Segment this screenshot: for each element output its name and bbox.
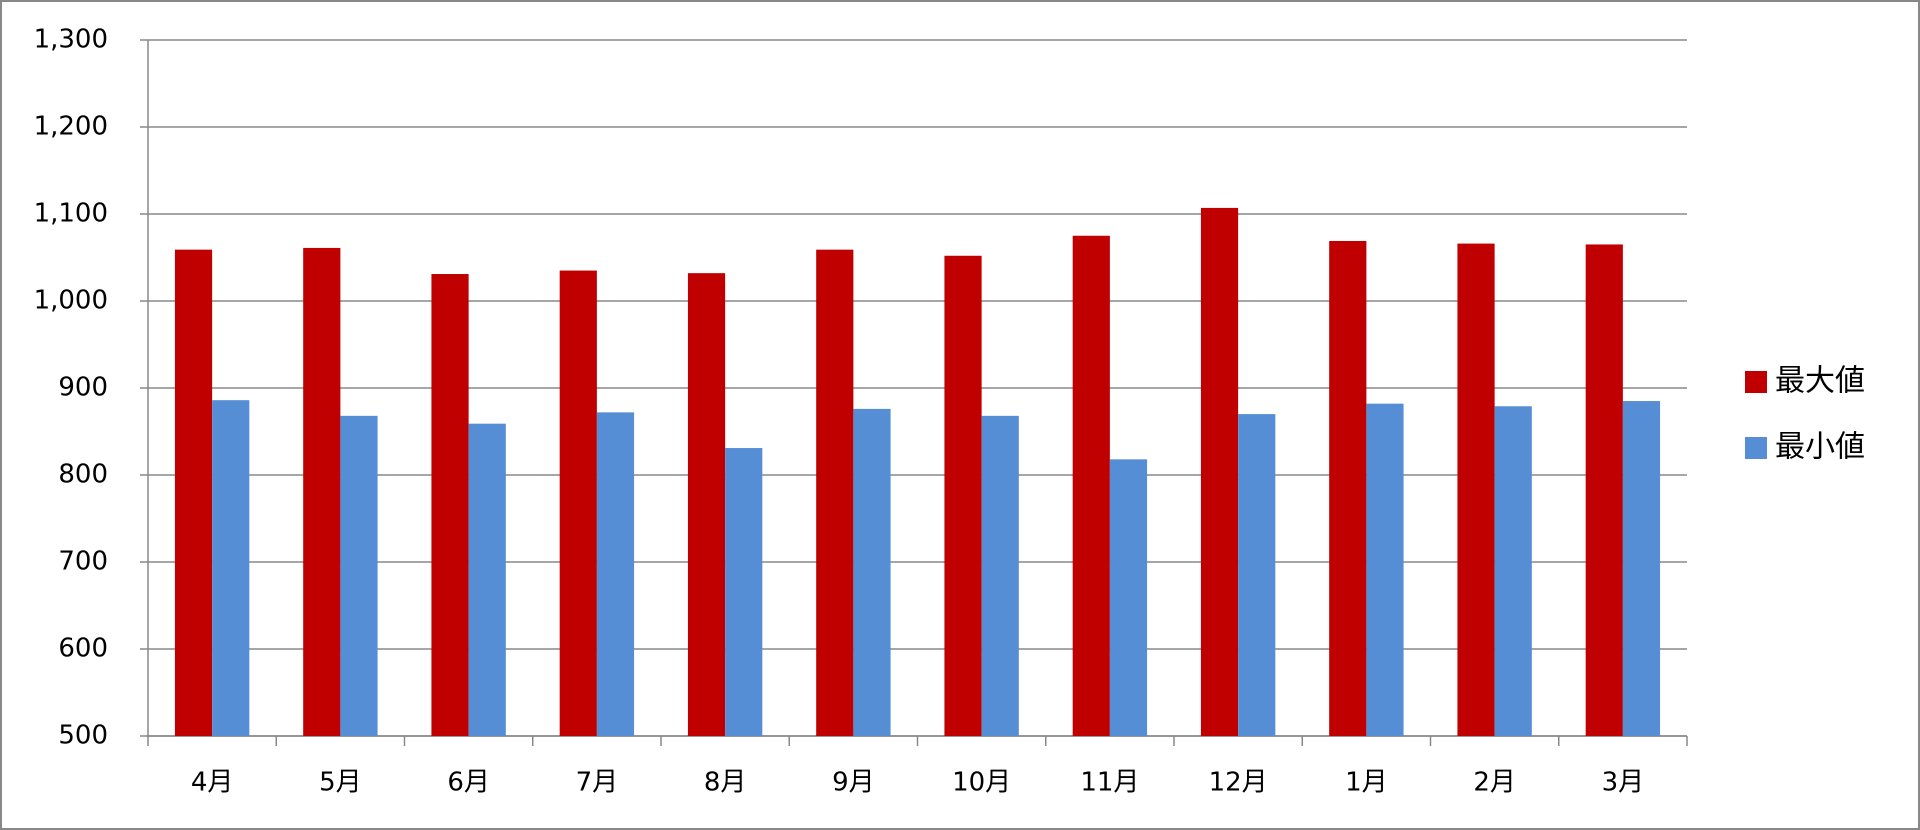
x-tick-label: 10月 xyxy=(952,768,1011,798)
bar xyxy=(725,448,763,736)
y-tick-label: 1,200 xyxy=(34,112,108,142)
bar xyxy=(174,249,213,737)
bar xyxy=(431,274,469,736)
bar xyxy=(559,270,597,736)
legend-label: 最大値 xyxy=(1775,364,1865,399)
bar xyxy=(1109,459,1148,736)
legend-swatch xyxy=(1745,371,1767,393)
bar xyxy=(1494,406,1532,736)
x-tick-label: 8月 xyxy=(704,768,747,798)
legend-label: 最小値 xyxy=(1775,430,1865,465)
x-tick-label: 7月 xyxy=(576,768,619,798)
y-tick-label: 700 xyxy=(58,547,108,577)
x-tick-label: 9月 xyxy=(832,768,875,798)
bar xyxy=(853,408,891,736)
y-tick-label: 1,300 xyxy=(34,25,108,55)
y-tick-label: 1,000 xyxy=(34,286,108,316)
x-tick-label: 5月 xyxy=(319,768,362,798)
bar xyxy=(687,273,726,736)
bar xyxy=(816,249,854,737)
y-tick-label: 600 xyxy=(58,634,108,664)
bar xyxy=(981,415,1019,736)
bar xyxy=(1585,244,1623,736)
y-tick-label: 500 xyxy=(58,721,108,751)
bar xyxy=(1200,207,1239,736)
legend-swatch xyxy=(1745,437,1767,459)
y-tick-label: 1,100 xyxy=(34,199,108,229)
bar xyxy=(468,423,506,736)
bar xyxy=(1366,403,1404,736)
bar xyxy=(1072,235,1110,736)
bar xyxy=(596,412,635,736)
bar xyxy=(1238,414,1276,736)
bar xyxy=(1329,240,1367,736)
bar xyxy=(1622,401,1661,736)
bar xyxy=(1457,243,1495,736)
bar xyxy=(212,400,250,736)
x-tick-label: 11月 xyxy=(1080,768,1139,798)
bar xyxy=(944,255,982,736)
x-tick-label: 2月 xyxy=(1473,768,1516,798)
y-tick-label: 900 xyxy=(58,373,108,403)
bar xyxy=(340,415,378,736)
x-tick-label: 12月 xyxy=(1209,768,1268,798)
x-tick-label: 1月 xyxy=(1345,768,1388,798)
x-tick-label: 4月 xyxy=(191,768,234,798)
y-tick-label: 800 xyxy=(58,460,108,490)
x-tick-label: 3月 xyxy=(1602,768,1645,798)
x-tick-label: 6月 xyxy=(447,768,490,798)
bar xyxy=(303,247,341,736)
